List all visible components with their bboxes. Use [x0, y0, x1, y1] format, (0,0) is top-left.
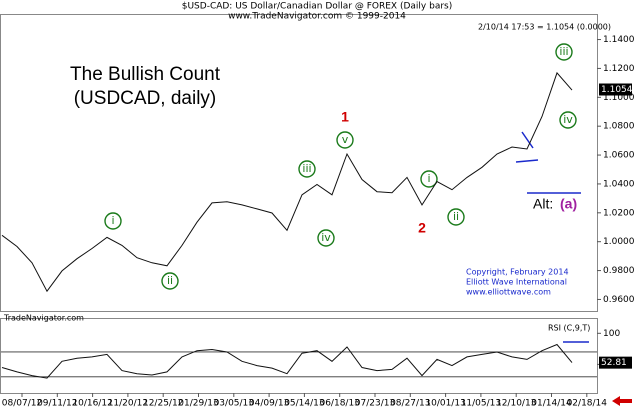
y-tick-label: 1.0600 [603, 151, 635, 161]
wave-labels: i ii iii iv v 1 2 i ii iii iv [104, 43, 577, 290]
y-tick-label: 1.1400 [603, 35, 635, 45]
y-tick-label: 0.9800 [603, 266, 635, 276]
wave-label: i [427, 172, 430, 185]
wave-label: iii [559, 45, 568, 58]
price-line [1, 71, 573, 293]
wave-circle [420, 170, 438, 188]
quote: 2/10/14 17:53 = 1.1054 (0.0000) [478, 23, 611, 32]
wave-label: ii [167, 274, 173, 287]
alt-label: Alt: [533, 196, 553, 212]
copyright: Copyright, February 2014 [466, 268, 569, 277]
wave-label: iv [321, 231, 331, 244]
x-tick-label: 01/14/14 [531, 399, 572, 409]
wave-circle [104, 212, 122, 230]
x-tick-label: 11/05/13 [461, 399, 501, 409]
chart-title: $USD-CAD: US Dollar/Canadian Dollar @ FO… [182, 2, 453, 12]
wave-circle [317, 229, 335, 247]
x-tick-label: 05/14/13 [284, 399, 324, 409]
wave-label: 1 [341, 109, 349, 125]
source: TradeNavigator.com [3, 314, 84, 323]
last-value-box [599, 83, 632, 96]
y-tick-label: 0.9600 [603, 295, 635, 305]
x-tick-label: 12/25/12 [143, 399, 183, 409]
x-tick-label: 03/05/13 [214, 399, 254, 409]
wave-circle [161, 272, 179, 290]
y-tick-label: 1.0400 [603, 179, 635, 189]
heading: (USDCAD, daily) [74, 88, 217, 109]
wave-label: iv [563, 113, 573, 126]
x-tick-label: 12/10/13 [496, 399, 536, 409]
y-tick-label: 100 [603, 329, 620, 339]
wave-label: i [111, 214, 114, 227]
heading: The Bullish Count [70, 64, 221, 85]
y-tick-label: 1.0200 [603, 208, 635, 218]
alt-label: (a) [560, 196, 577, 212]
wave-circle [336, 131, 354, 149]
price-line [1, 343, 573, 379]
x-tick-label: 10/16/12 [72, 399, 112, 409]
last-value-box [599, 356, 632, 369]
wave-label: ii [453, 210, 459, 223]
wave-label: iii [302, 162, 311, 175]
last-value-label: 1.1054 [601, 85, 633, 95]
y-tick-label: 1.0000 [603, 237, 635, 247]
wave-circle [298, 160, 316, 178]
rsi-title: RSI (C,9,T) [548, 324, 590, 333]
x-tick-label: 08/27/13 [390, 399, 430, 409]
copyright: www.elliottwave.com [466, 288, 551, 297]
trend-line [515, 159, 539, 163]
y-tick-label: 1.0800 [603, 122, 635, 132]
wave-circle [555, 43, 573, 61]
x-tick-label: 07/23/13 [355, 399, 395, 409]
x-tick-label: 01/29/13 [178, 399, 218, 409]
scroll-arrow[interactable] [612, 396, 632, 406]
wave-circle [447, 208, 465, 226]
last-value-label: 52.81 [601, 358, 627, 368]
x-tick-label: 11/20/12 [108, 399, 148, 409]
y-tick-label: 1.1200 [603, 64, 635, 74]
x-tick-label: 08/07/12 [2, 399, 42, 409]
x-tick-label: 09/11/12 [37, 399, 77, 409]
x-tick-label: 04/09/13 [249, 399, 289, 409]
chart-subtitle: www.TradeNavigator.com © 1999-2014 [228, 12, 406, 22]
copyright: Elliott Wave International [466, 278, 567, 287]
price-frame [0, 14, 598, 312]
x-tick-label: 02/18/14 [567, 399, 608, 409]
y-tick-label: 1.1000 [603, 93, 635, 103]
trend-line [521, 131, 534, 149]
wave-label: 2 [418, 220, 426, 236]
wave-label: v [342, 133, 349, 146]
wave-circle [559, 111, 577, 129]
x-tick-label: 10/01/13 [425, 399, 465, 409]
rsi-frame [0, 318, 598, 394]
x-tick-label: 06/18/13 [319, 399, 359, 409]
